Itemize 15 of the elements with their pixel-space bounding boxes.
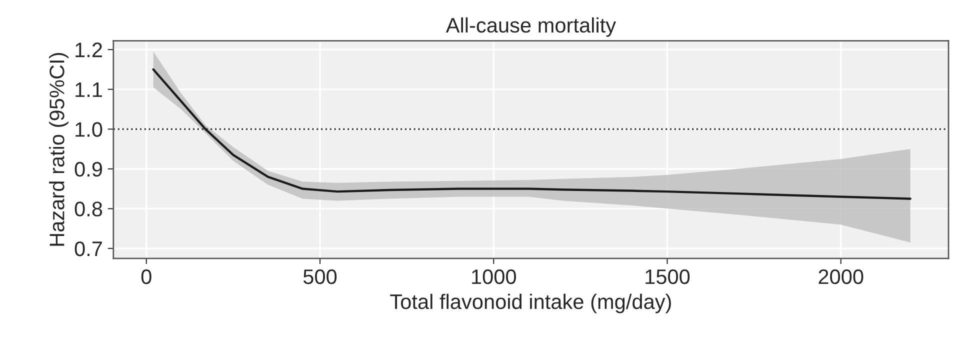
- chart-title: All-cause mortality: [446, 17, 616, 37]
- y-tick-label: 1.0: [76, 122, 102, 137]
- line-series: [152, 68, 912, 200]
- x-tick-label: 1000: [472, 269, 516, 284]
- x-axis-title: Total flavonoid intake (mg/day): [390, 294, 671, 314]
- x-tick-label: 500: [303, 269, 337, 284]
- y-tick-label: 0.9: [74, 162, 102, 177]
- y-tick-label: 1.1: [76, 82, 102, 97]
- y-tick-label: 1.2: [76, 42, 102, 58]
- y-tick-label: 0.8: [74, 202, 102, 216]
- x-tick-label: 1500: [646, 269, 690, 284]
- y-axis-title: Hazard ratio (95%CI): [49, 53, 68, 246]
- x-tick-label: 2000: [818, 269, 864, 284]
- y-tick-label: 0.7: [74, 241, 102, 256]
- x-tick-label: 0: [141, 269, 152, 284]
